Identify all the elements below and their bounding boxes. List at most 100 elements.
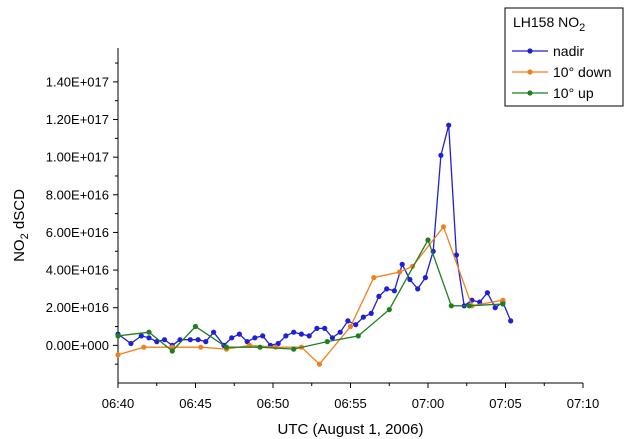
data-point: [508, 318, 514, 324]
data-point: [115, 333, 121, 339]
series-line: [117, 238, 503, 352]
data-point: [229, 335, 235, 341]
data-point: [347, 323, 354, 330]
data-point: [500, 297, 506, 303]
legend-box: [504, 7, 624, 107]
data-point: [355, 333, 361, 339]
data-point: [161, 337, 168, 343]
data-point: [368, 310, 374, 316]
data-point: [415, 286, 421, 292]
data-point: [187, 337, 193, 343]
data-point: [453, 252, 459, 258]
legend-entry: 10° up: [512, 85, 594, 101]
legend-label: nadir: [553, 43, 584, 59]
y-tick-label: 1.00E+017: [46, 150, 109, 165]
series-layer: [115, 122, 514, 367]
y-tick-label: 6.00E+016: [46, 225, 109, 240]
data-point: [192, 323, 199, 330]
data-point: [236, 331, 242, 337]
series-line: [117, 125, 512, 347]
legend-title: LH158 NO2: [513, 14, 585, 34]
data-point: [223, 344, 230, 350]
data-point: [440, 224, 447, 230]
y-tick-label: 1.20E+017: [46, 112, 109, 127]
y-tick-label: 4.00E+016: [46, 263, 109, 278]
y-tick-labels: 0.00E+000 2.00E+016 4.00E+016 6.00E+016 8.00…: [46, 74, 109, 352]
data-point: [260, 333, 266, 339]
data-point: [391, 288, 397, 294]
series-1: [115, 122, 514, 348]
data-point: [484, 290, 490, 296]
data-point: [446, 122, 452, 128]
data-point: [128, 340, 134, 347]
data-point: [316, 361, 323, 367]
legend-title-sub: 2: [579, 22, 585, 34]
data-point: [257, 344, 263, 350]
y-axis-title: NO2 dSCD: [11, 189, 31, 262]
legend-entries: nadir 10° down 10° up: [512, 43, 612, 101]
data-point: [397, 269, 403, 275]
data-point: [407, 276, 413, 283]
data-point: [353, 322, 359, 328]
data-point: [115, 352, 121, 358]
data-point: [195, 337, 201, 343]
data-point: [298, 331, 304, 337]
legend-swatch-marker: [527, 69, 533, 75]
data-point: [141, 344, 147, 350]
data-point: [422, 275, 428, 281]
data-point: [337, 329, 343, 335]
y-tick-label: 0.00E+000: [46, 338, 109, 353]
legend-entry: nadir: [512, 43, 584, 59]
y-tick-label: 1.40E+017: [46, 74, 109, 89]
data-point: [138, 333, 144, 339]
legend-swatch-marker: [527, 48, 533, 54]
data-point: [425, 237, 431, 243]
x-tick-label: 07:10: [567, 396, 600, 411]
data-point: [384, 286, 390, 292]
data-point: [360, 314, 366, 320]
data-point: [273, 344, 279, 350]
x-tick-label: 06:50: [257, 396, 290, 411]
legend-swatch-marker: [527, 90, 533, 96]
data-point: [169, 348, 175, 354]
x-tick-labels: 06:40 06:45 06:50 06:55 07:00 07:05 07:10: [102, 396, 600, 411]
y-axis-title-base: NO: [11, 239, 28, 262]
series-line: [117, 225, 504, 366]
x-tick-label: 06:45: [179, 396, 212, 411]
data-point: [211, 329, 217, 335]
legend-label: 10° down: [553, 64, 612, 80]
y-axis-title-rest: dSCD: [11, 189, 28, 233]
data-point: [244, 339, 250, 345]
data-point: [306, 333, 312, 339]
legend-title-base: LH158 NO: [513, 14, 579, 30]
legend-entry: 10° down: [512, 64, 612, 80]
y-tick-label: 8.00E+016: [46, 187, 109, 202]
data-point: [283, 333, 289, 339]
data-point: [466, 303, 472, 309]
data-point: [399, 261, 405, 267]
x-tick-label: 06:55: [334, 396, 367, 411]
axes: [113, 48, 584, 388]
legend: LH158 NO2 nadir 10° down 10° up: [504, 7, 624, 107]
data-point: [291, 329, 297, 335]
data-point: [146, 335, 152, 341]
data-point: [371, 275, 377, 281]
x-tick-label: 06:40: [102, 396, 135, 411]
data-point: [500, 301, 506, 307]
x-tick-label: 07:05: [489, 396, 522, 411]
data-point: [314, 325, 320, 331]
data-point: [386, 307, 392, 313]
data-point: [169, 344, 175, 350]
data-point: [275, 340, 281, 347]
data-point: [291, 346, 297, 352]
data-point: [329, 335, 335, 341]
data-point: [438, 152, 444, 158]
data-point: [448, 303, 454, 309]
series-3: [115, 237, 506, 354]
data-point: [376, 293, 382, 299]
data-point: [252, 335, 258, 341]
data-point: [198, 344, 204, 350]
data-point: [203, 339, 209, 345]
x-tick-label: 07:00: [412, 396, 445, 411]
